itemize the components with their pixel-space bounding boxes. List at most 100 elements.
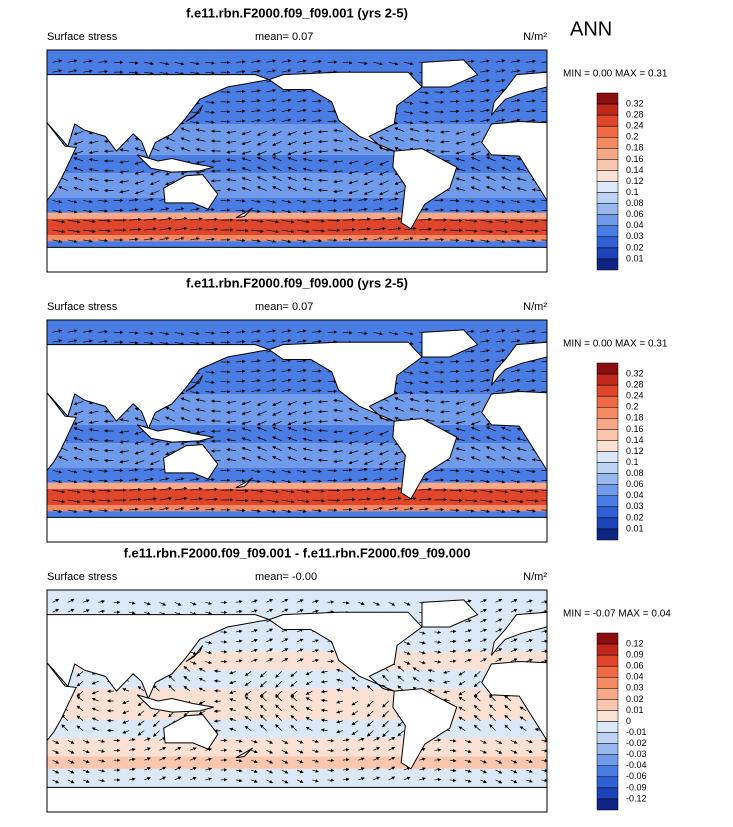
colorbar-label: 0.03 [626, 683, 644, 693]
colorbar-box [597, 755, 618, 766]
colorbar-box [597, 710, 618, 721]
colorbar-label: 0.08 [626, 198, 644, 208]
colorbar-label: 0.16 [626, 154, 644, 164]
colorbar-box [597, 115, 618, 126]
colorbar-box [597, 374, 618, 385]
variable-label: Surface stress [47, 571, 118, 583]
colorbar-box [597, 363, 618, 374]
colorbar-label: 0.14 [626, 435, 644, 445]
shading [47, 757, 547, 769]
colorbar-label: 0.02 [626, 694, 644, 704]
colorbar-label: 0.1 [626, 187, 639, 197]
colorbar-label: -0.01 [626, 727, 647, 737]
panel-title: f.e11.rbn.F2000.f09_f09.001 (yrs 2-5) [186, 5, 408, 20]
colorbar-label: 0.08 [626, 468, 644, 478]
colorbar-label: 0.28 [626, 380, 644, 390]
colorbar-label: 0.03 [626, 231, 644, 241]
colorbar-box [597, 215, 618, 226]
colorbar-box [597, 396, 618, 407]
colorbar-label: 0.03 [626, 501, 644, 511]
shading [47, 720, 547, 739]
colorbar-label: 0.06 [626, 209, 644, 219]
colorbar-label: 0.32 [626, 368, 644, 378]
colorbar-label: 0.02 [626, 512, 644, 522]
colorbar-label: -0.06 [626, 771, 647, 781]
colorbar-label: 0.01 [626, 705, 644, 715]
colorbar-label: 0.06 [626, 661, 644, 671]
colorbar-box [597, 688, 618, 699]
colorbar-box [597, 744, 618, 755]
colorbar-box [597, 407, 618, 418]
panel-title: f.e11.rbn.F2000.f09_f09.000 (yrs 2-5) [186, 275, 408, 290]
colorbar-label: 0.16 [626, 424, 644, 434]
colorbar-label: 0.09 [626, 650, 644, 660]
colorbar-box [597, 474, 618, 485]
colorbar-label: 0.24 [626, 391, 644, 401]
land [47, 787, 547, 812]
shading [47, 219, 547, 235]
mean-label: mean= 0.07 [255, 31, 313, 43]
colorbar-box [597, 170, 618, 181]
colorbar-label: 0.2 [626, 132, 639, 142]
shading [47, 483, 547, 489]
colorbar-box [597, 788, 618, 799]
colorbar-box [597, 677, 618, 688]
colorbar-box [597, 193, 618, 204]
colorbar-box [597, 518, 618, 529]
land [47, 517, 547, 542]
colorbar-box [597, 385, 618, 396]
colorbar-label: 0.18 [626, 143, 644, 153]
shading [47, 689, 547, 720]
colorbar-box [597, 777, 618, 788]
colorbar-box [597, 463, 618, 474]
colorbar-label: 0.18 [626, 413, 644, 423]
units-label: N/m² [523, 301, 547, 313]
map [44, 320, 554, 542]
colorbar-box [597, 799, 618, 810]
colorbar-box [597, 259, 618, 270]
colorbar-label: 0.12 [626, 638, 644, 648]
colorbar-box [597, 644, 618, 655]
colorbar-label: 0.2 [626, 402, 639, 412]
variable-label: Surface stress [47, 31, 118, 43]
minmax-label: MIN = -0.07 MAX = 0.04 [563, 609, 671, 620]
panel-title: f.e11.rbn.F2000.f09_f09.001 - f.e11.rbn.… [124, 545, 471, 560]
colorbar-box [597, 529, 618, 540]
colorbar-box [597, 204, 618, 215]
colorbar-label: 0.1 [626, 457, 639, 467]
colorbar-label: -0.02 [626, 738, 647, 748]
colorbar-box [597, 655, 618, 666]
colorbar-label: 0.06 [626, 479, 644, 489]
shading [47, 213, 547, 219]
colorbar-label: 0.04 [626, 490, 644, 500]
colorbar-box [597, 182, 618, 193]
colorbar-box [597, 440, 618, 451]
colorbar-label: -0.03 [626, 749, 647, 759]
colorbar-box [597, 104, 618, 115]
colorbar-box [597, 485, 618, 496]
colorbar-box [597, 733, 618, 744]
colorbar-box [597, 93, 618, 104]
colorbar-label: -0.09 [626, 782, 647, 792]
colorbar-box [597, 237, 618, 248]
map [44, 50, 554, 272]
colorbar-box [597, 137, 618, 148]
map [47, 590, 548, 812]
minmax-label: MIN = 0.00 MAX = 0.31 [563, 339, 668, 350]
units-label: N/m² [523, 31, 547, 43]
colorbar-box [597, 496, 618, 507]
colorbar-label: 0.14 [626, 165, 644, 175]
colorbar-box [597, 452, 618, 463]
colorbar-label: 0.02 [626, 242, 644, 252]
colorbar-box [597, 633, 618, 644]
colorbar-label: 0 [626, 716, 631, 726]
colorbar-label: 0.24 [626, 121, 644, 131]
colorbar-box [597, 699, 618, 710]
season-label: ANN [570, 18, 612, 40]
colorbar-box [597, 248, 618, 259]
colorbar-box [597, 766, 618, 777]
colorbar-box [597, 429, 618, 440]
colorbar-box [597, 666, 618, 677]
